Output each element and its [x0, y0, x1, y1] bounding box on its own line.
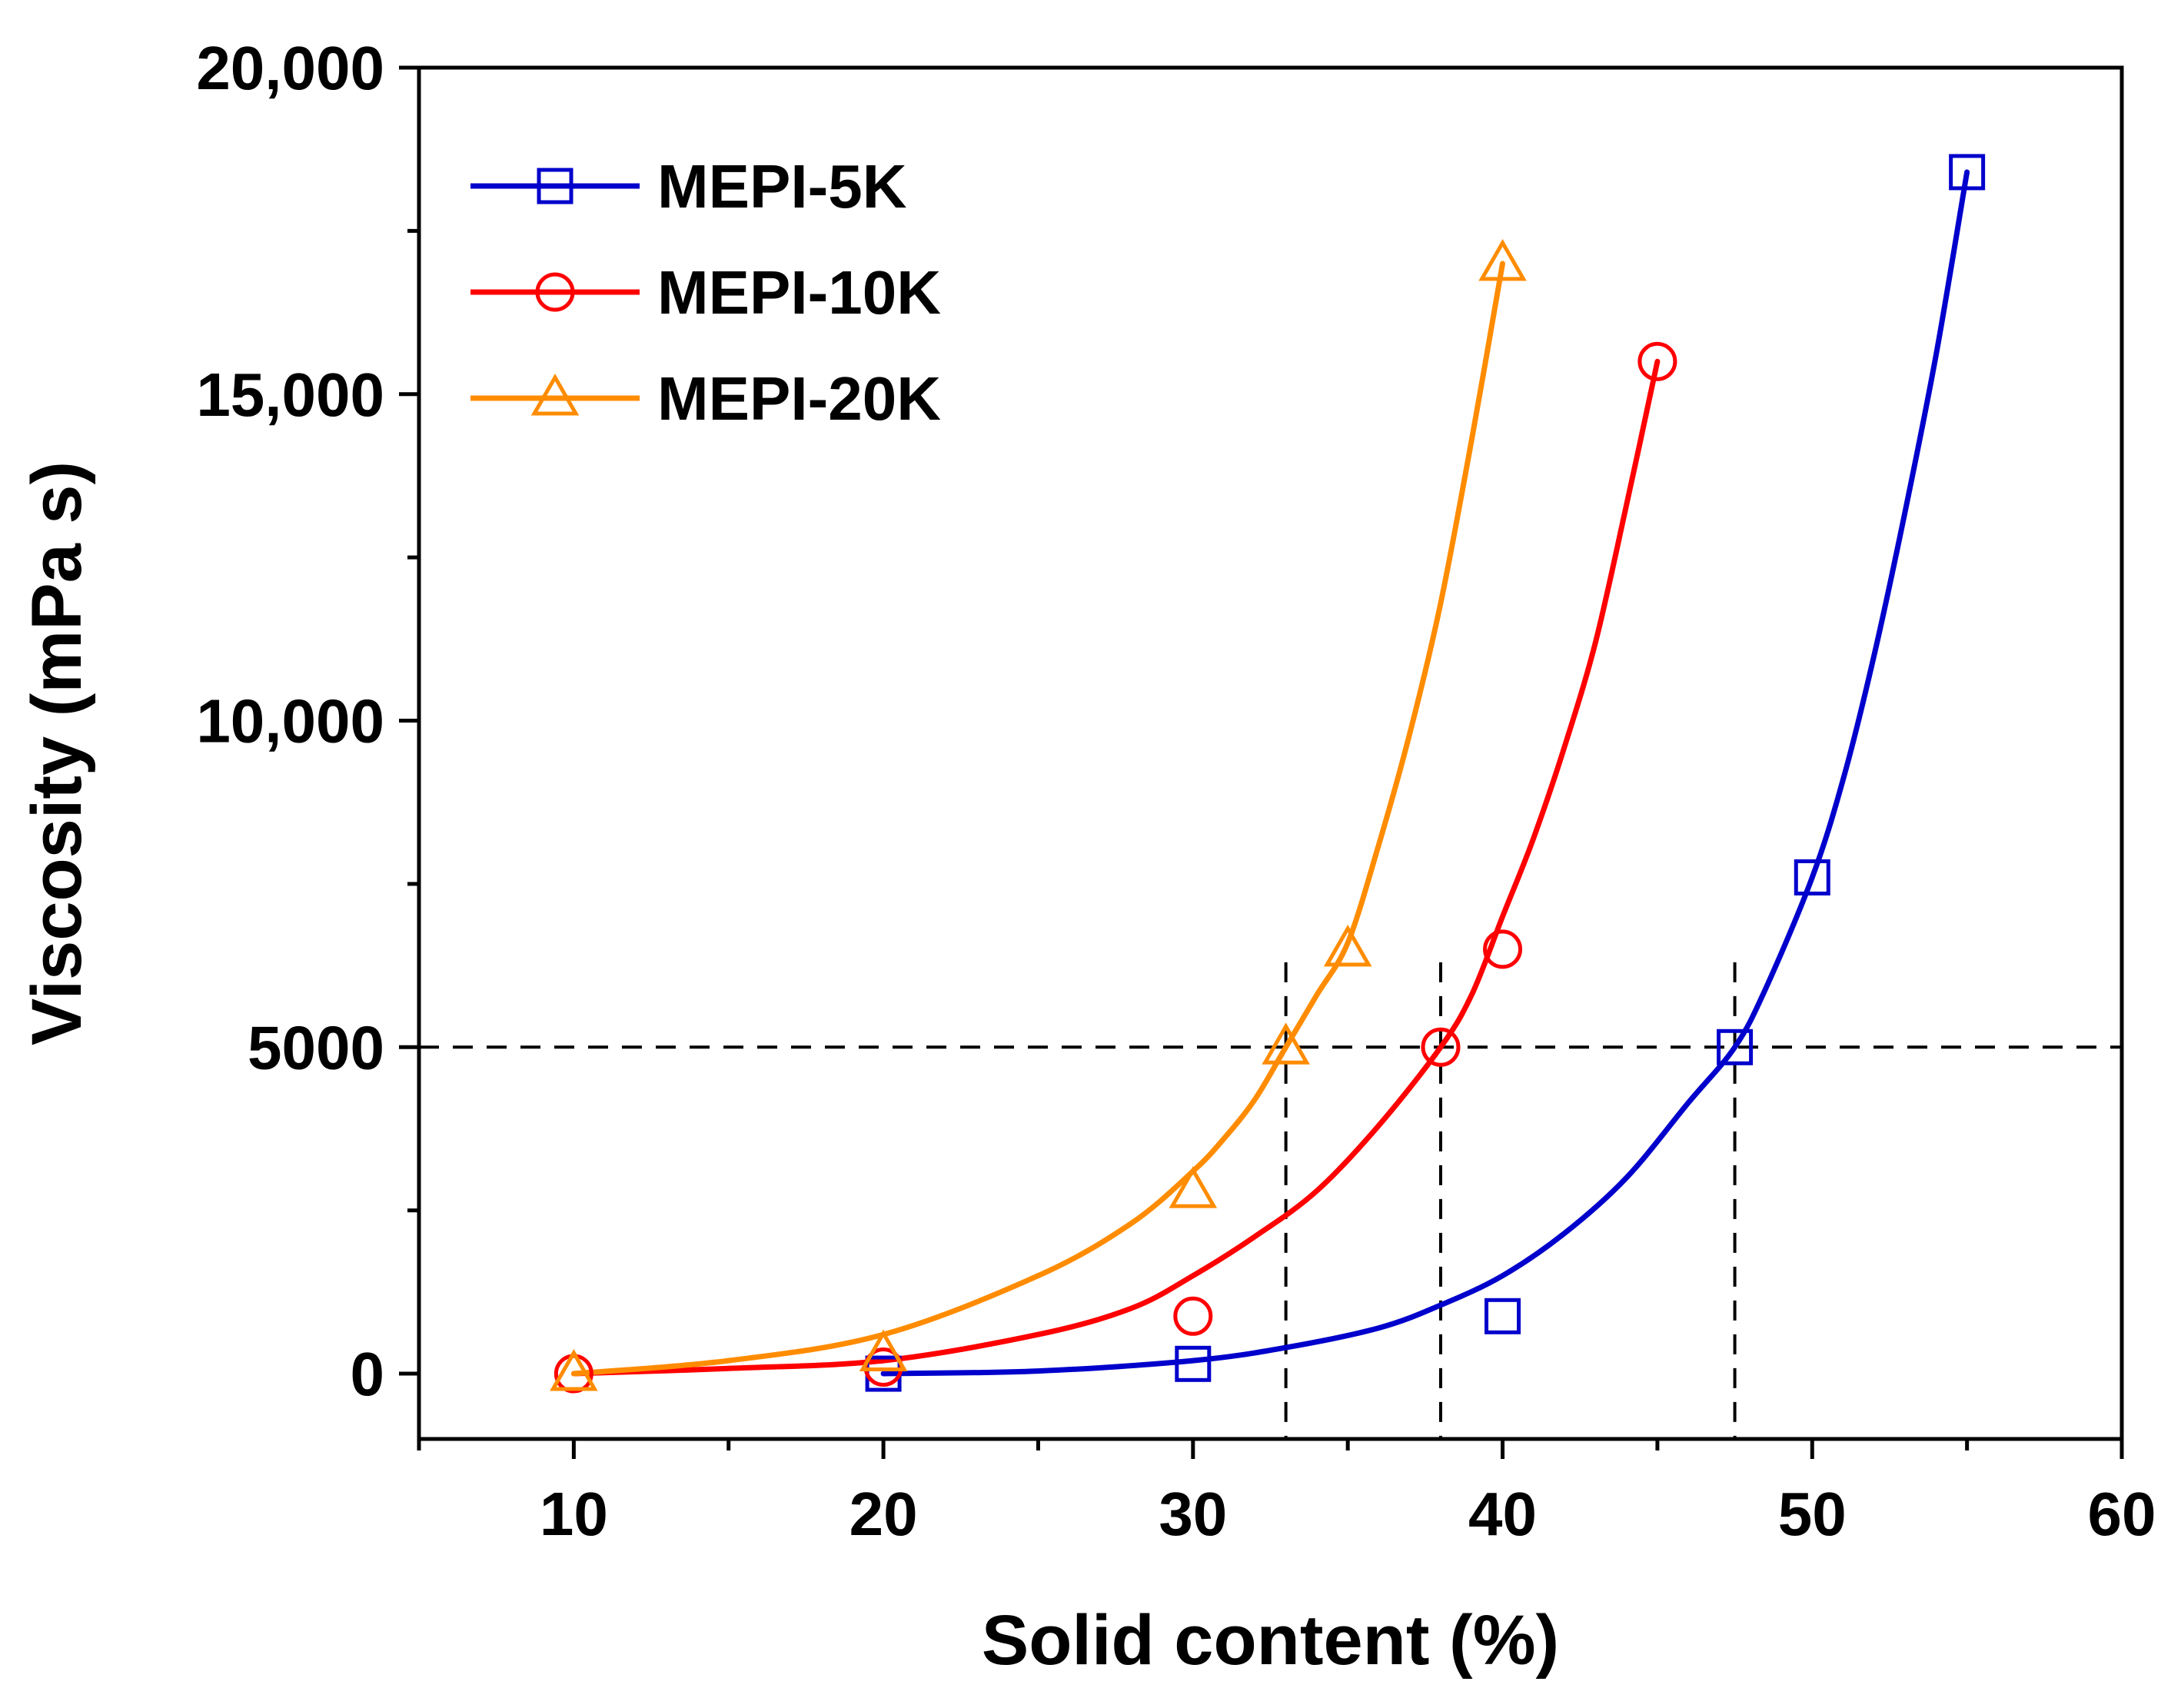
x-tick-label: 20	[849, 1480, 918, 1548]
fit-curves	[570, 169, 1970, 1377]
marker-mepi-5k	[1949, 154, 1986, 191]
x-tick-label: 10	[540, 1480, 608, 1548]
marker-mepi-20k	[1478, 238, 1527, 281]
marker-mepi-10k	[1173, 1296, 1213, 1336]
y-tick-label: 0	[351, 1340, 385, 1408]
marker-mepi-5k	[1175, 1345, 1212, 1382]
legend-marker-mepi-20k	[530, 373, 580, 416]
marker-mepi-10k	[1421, 1027, 1461, 1067]
marker-mepi-20k	[1262, 1022, 1310, 1065]
marker-mepi-10k	[1637, 341, 1677, 381]
legend: MEPI-5K MEPI-10K MEPI-20K	[470, 152, 941, 433]
legend-label-mepi-5k: MEPI-5K	[657, 152, 907, 221]
curve-mepi-20k	[570, 261, 1505, 1377]
marker-mepi-20k	[1169, 1166, 1218, 1208]
reference-lines	[419, 962, 2122, 1439]
marker-mepi-10k	[1483, 929, 1523, 969]
y-axis-ticks: 0 5000 10,000 15,000 20,000	[196, 34, 419, 1408]
x-tick-label: 50	[1778, 1480, 1847, 1548]
x-axis-title: Solid content (%)	[982, 1601, 1559, 1680]
marker-mepi-5k	[1484, 1298, 1521, 1334]
y-tick-label: 20,000	[196, 34, 384, 102]
marker-mepi-20k	[550, 1349, 598, 1391]
x-tick-label: 40	[1468, 1480, 1537, 1548]
legend-marker-mepi-10k	[535, 272, 575, 312]
y-axis-title: Viscosity (mPa s)	[18, 461, 96, 1045]
curve-mepi-5k	[880, 169, 1970, 1377]
x-tick-label: 60	[2088, 1480, 2156, 1548]
x-axis-ticks: 10 20 30 40 50 60	[417, 1439, 2156, 1548]
x-tick-label: 30	[1159, 1480, 1227, 1548]
legend-label-mepi-10k: MEPI-10K	[657, 258, 941, 327]
y-tick-label: 10,000	[196, 687, 384, 756]
marker-mepi-20k	[1323, 924, 1372, 967]
plot-frame	[417, 65, 2124, 1441]
legend-label-mepi-20k: MEPI-20K	[657, 364, 941, 433]
y-tick-label: 15,000	[196, 361, 384, 429]
legend-marker-mepi-5k	[537, 168, 574, 204]
marker-mepi-20k	[859, 1329, 908, 1372]
marker-mepi-5k	[1794, 859, 1830, 896]
data-markers	[550, 154, 1986, 1394]
curve-mepi-10k	[570, 358, 1661, 1377]
marker-mepi-5k	[1717, 1028, 1754, 1065]
y-tick-label: 5000	[248, 1013, 384, 1082]
